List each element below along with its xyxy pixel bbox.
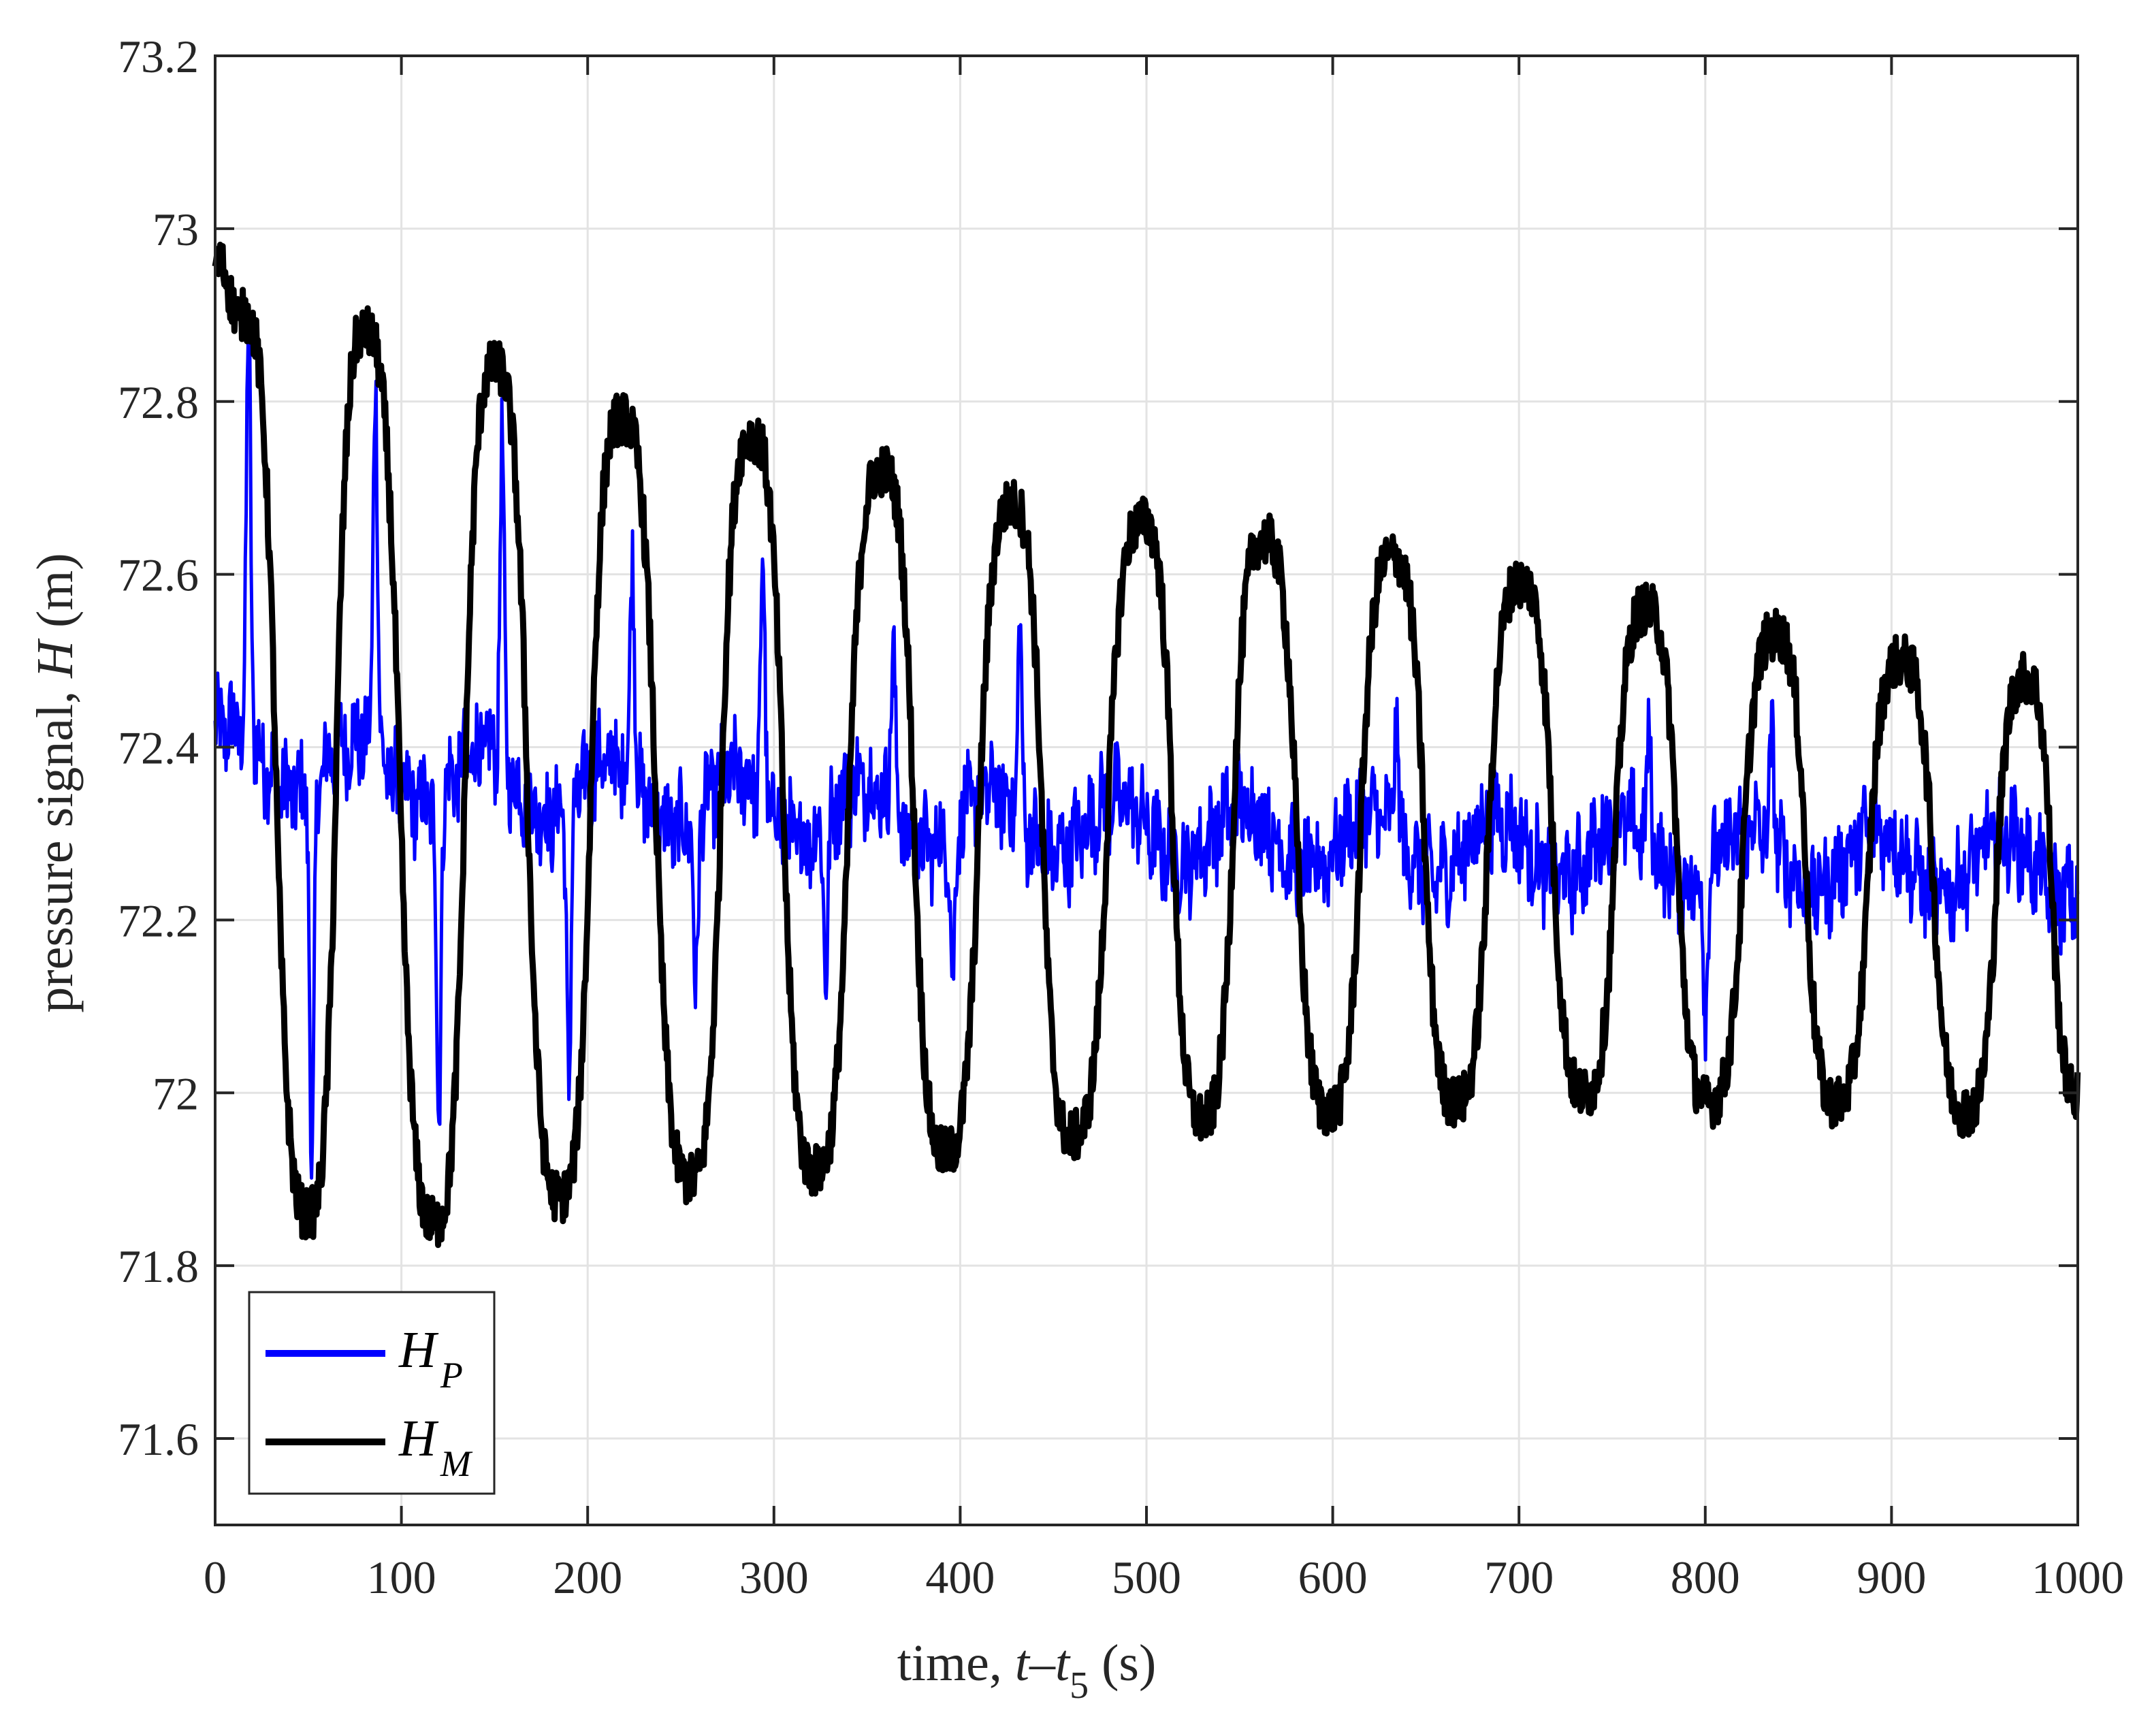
series-layer [212, 242, 2081, 1249]
x-tick-label-9: 900 [1857, 1552, 1926, 1603]
x-axis-label-dash: – [1029, 1635, 1056, 1692]
y-tick-label-7: 73 [152, 204, 199, 255]
x-axis-label-suffix: (s) [1089, 1635, 1156, 1692]
series-hm-line [212, 242, 2081, 1249]
tick-labels: 0 100 200 300 400 500 600 700 800 900 1000 71.6 71.8… [118, 31, 2124, 1603]
x-tick-label-0: 0 [204, 1552, 227, 1603]
x-tick-label-4: 400 [925, 1552, 995, 1603]
y-axis-label-var: H [27, 638, 84, 679]
y-tick-label-2: 72 [152, 1067, 199, 1119]
y-tick-label-8: 73.2 [118, 31, 199, 82]
x-axis-label-var1: t [1015, 1635, 1031, 1692]
y-axis-label-suffix: (m) [27, 553, 84, 641]
y-tick-label-6: 72.8 [118, 376, 199, 428]
legend-box [248, 1291, 496, 1495]
x-tick-label-6: 600 [1298, 1552, 1368, 1603]
x-tick-label-5: 500 [1112, 1552, 1181, 1603]
x-axis-label: time, t–t5 (s) [897, 1635, 1157, 1707]
x-axis-label-sub: 5 [1070, 1665, 1089, 1707]
x-axis-label-prefix: time, [897, 1635, 1015, 1692]
y-tick-label-4: 72.4 [118, 722, 199, 774]
y-tick-label-0: 71.6 [118, 1413, 199, 1465]
y-axis-label-prefix: pressure signal, [27, 678, 84, 1013]
x-tick-label-10: 1000 [2031, 1552, 2124, 1603]
x-axis-label-var2: t [1055, 1635, 1071, 1692]
x-tick-label-3: 300 [739, 1552, 809, 1603]
x-tick-label-7: 700 [1484, 1552, 1554, 1603]
y-tick-label-5: 72.6 [118, 549, 199, 601]
x-tick-label-1: 100 [367, 1552, 436, 1603]
x-tick-label-8: 800 [1671, 1552, 1740, 1603]
y-axis-label: pressure signal, H (m) [27, 553, 84, 1012]
y-tick-label-3: 72.2 [118, 895, 199, 946]
axis-ticks [214, 54, 2079, 1525]
y-tick-label-1: 71.8 [118, 1240, 199, 1292]
x-tick-label-2: 200 [553, 1552, 622, 1603]
